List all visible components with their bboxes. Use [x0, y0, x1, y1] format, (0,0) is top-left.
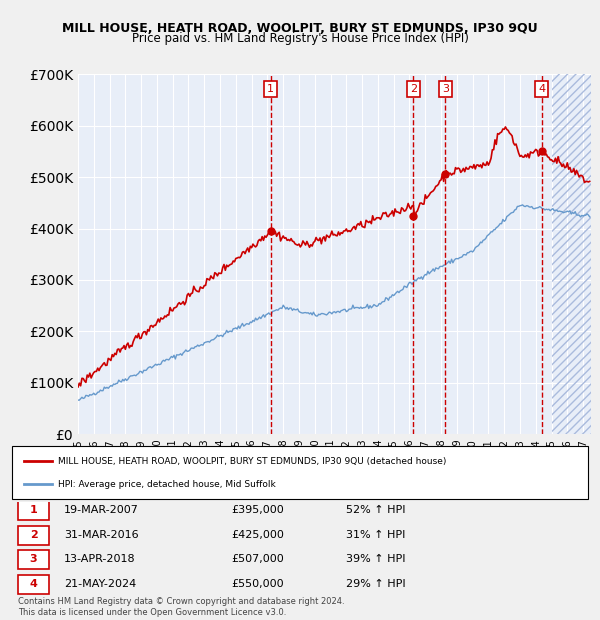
FancyBboxPatch shape	[12, 446, 588, 499]
Text: 4: 4	[538, 84, 545, 94]
Text: £425,000: £425,000	[231, 529, 284, 539]
Text: Price paid vs. HM Land Registry's House Price Index (HPI): Price paid vs. HM Land Registry's House …	[131, 32, 469, 45]
Text: £550,000: £550,000	[231, 578, 284, 588]
Text: £395,000: £395,000	[231, 505, 284, 515]
Text: 21-MAY-2024: 21-MAY-2024	[64, 578, 136, 588]
Text: 3: 3	[30, 554, 37, 564]
Text: Contains HM Land Registry data © Crown copyright and database right 2024.
This d: Contains HM Land Registry data © Crown c…	[18, 598, 344, 617]
Text: £507,000: £507,000	[231, 554, 284, 564]
Text: 3: 3	[442, 84, 449, 94]
Text: 29% ↑ HPI: 29% ↑ HPI	[346, 578, 406, 588]
Text: 52% ↑ HPI: 52% ↑ HPI	[346, 505, 406, 515]
Text: 31% ↑ HPI: 31% ↑ HPI	[346, 529, 406, 539]
Text: 19-MAR-2007: 19-MAR-2007	[64, 505, 139, 515]
FancyBboxPatch shape	[18, 526, 49, 544]
Text: 2: 2	[30, 529, 37, 539]
FancyBboxPatch shape	[18, 550, 49, 569]
Text: 13-APR-2018: 13-APR-2018	[64, 554, 136, 564]
Text: 2: 2	[410, 84, 417, 94]
Text: 31-MAR-2016: 31-MAR-2016	[64, 529, 139, 539]
Text: 1: 1	[267, 84, 274, 94]
Text: 39% ↑ HPI: 39% ↑ HPI	[346, 554, 406, 564]
Bar	[551, 74, 591, 434]
FancyBboxPatch shape	[18, 501, 49, 520]
Text: MILL HOUSE, HEATH ROAD, WOOLPIT, BURY ST EDMUNDS, IP30 9QU (detached house): MILL HOUSE, HEATH ROAD, WOOLPIT, BURY ST…	[58, 457, 446, 466]
FancyBboxPatch shape	[18, 575, 49, 594]
Text: MILL HOUSE, HEATH ROAD, WOOLPIT, BURY ST EDMUNDS, IP30 9QU: MILL HOUSE, HEATH ROAD, WOOLPIT, BURY ST…	[62, 22, 538, 35]
Text: HPI: Average price, detached house, Mid Suffolk: HPI: Average price, detached house, Mid …	[58, 480, 276, 489]
Text: 1: 1	[30, 505, 37, 515]
Text: 4: 4	[29, 578, 38, 588]
